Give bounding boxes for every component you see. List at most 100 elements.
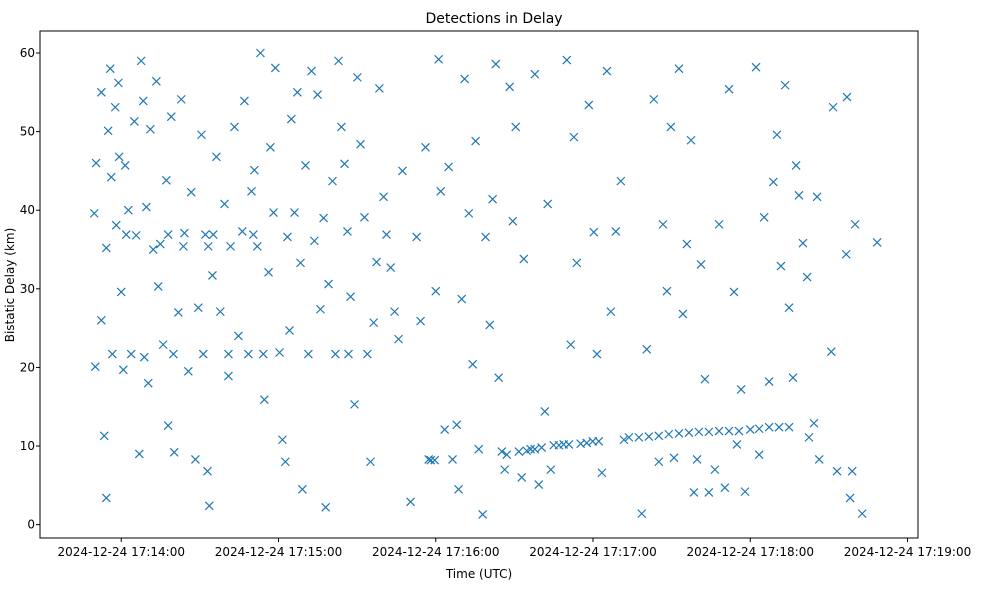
data-point xyxy=(700,374,710,384)
data-point xyxy=(362,349,372,359)
data-point xyxy=(168,349,178,359)
data-point xyxy=(113,78,123,88)
data-point xyxy=(704,487,714,497)
y-tick-label: 10 xyxy=(20,439,35,453)
data-point xyxy=(468,359,478,369)
data-point xyxy=(145,124,155,134)
data-point xyxy=(252,241,262,251)
data-point xyxy=(694,427,704,437)
data-point xyxy=(203,241,213,251)
data-point xyxy=(841,249,851,259)
data-point xyxy=(759,212,769,222)
data-point xyxy=(155,239,165,249)
data-point xyxy=(193,303,203,313)
data-point xyxy=(794,190,804,200)
data-point xyxy=(111,220,121,230)
data-point xyxy=(141,202,151,212)
data-point xyxy=(163,421,173,431)
data-point xyxy=(637,509,647,519)
plot-frame xyxy=(39,30,919,539)
data-point xyxy=(129,116,139,126)
data-point xyxy=(526,444,536,454)
data-point xyxy=(514,447,524,456)
data-point xyxy=(474,444,484,454)
data-point xyxy=(481,232,490,242)
data-point xyxy=(412,232,422,242)
data-point xyxy=(684,428,694,438)
data-point xyxy=(714,426,724,436)
y-tick-label: 30 xyxy=(20,282,35,296)
data-point xyxy=(436,186,446,196)
data-point xyxy=(114,152,124,162)
data-point xyxy=(642,344,652,354)
data-point xyxy=(366,457,375,467)
x-tick-label: 2024-12-24 17:18:00 xyxy=(687,545,814,559)
data-point xyxy=(674,429,684,438)
data-point xyxy=(732,440,742,449)
data-point xyxy=(356,139,365,149)
data-point xyxy=(488,194,498,204)
data-point xyxy=(107,349,117,359)
data-point xyxy=(183,366,193,376)
data-point xyxy=(784,303,794,313)
data-point xyxy=(809,418,819,428)
data-point xyxy=(280,457,290,467)
data-point xyxy=(540,407,550,416)
data-point xyxy=(644,432,654,442)
data-point xyxy=(313,90,322,100)
data-point xyxy=(379,192,389,202)
data-point xyxy=(91,158,101,168)
data-point xyxy=(842,92,852,102)
data-point xyxy=(649,94,659,104)
data-point xyxy=(96,87,106,97)
data-point xyxy=(720,483,730,493)
data-point xyxy=(696,260,706,269)
data-point xyxy=(224,371,233,381)
data-point xyxy=(751,62,761,72)
data-point xyxy=(828,102,838,112)
data-point xyxy=(454,484,463,494)
data-point xyxy=(275,348,284,357)
data-point xyxy=(448,454,457,464)
data-point xyxy=(336,122,346,132)
data-point xyxy=(669,453,679,463)
data-point xyxy=(421,142,430,152)
data-point xyxy=(169,447,179,457)
data-point xyxy=(452,420,462,430)
data-point xyxy=(406,497,416,507)
data-point xyxy=(602,66,612,76)
data-point xyxy=(431,286,441,296)
data-point xyxy=(208,230,218,240)
data-point xyxy=(745,425,755,434)
data-point xyxy=(282,232,292,242)
data-point xyxy=(330,349,340,359)
data-point xyxy=(270,63,280,73)
y-tick-label: 50 xyxy=(20,125,35,139)
data-point xyxy=(197,130,206,140)
data-point xyxy=(434,54,444,64)
data-point xyxy=(658,219,668,229)
data-point xyxy=(704,427,714,437)
data-point xyxy=(729,287,739,297)
data-point xyxy=(664,429,674,439)
data-point xyxy=(220,199,229,209)
x-tick-label: 2024-12-24 17:17:00 xyxy=(529,545,656,559)
data-point xyxy=(247,186,256,196)
data-point xyxy=(237,227,247,236)
data-point xyxy=(502,450,512,460)
data-point xyxy=(774,422,784,432)
data-point xyxy=(754,450,764,460)
data-point xyxy=(678,309,688,319)
data-point xyxy=(360,212,369,222)
data-point xyxy=(334,56,343,66)
data-point xyxy=(430,455,440,465)
data-point xyxy=(517,473,527,482)
data-point xyxy=(292,87,302,97)
data-point xyxy=(319,213,329,223)
data-point xyxy=(204,501,214,511)
data-point xyxy=(589,227,599,237)
data-point xyxy=(564,440,574,449)
data-point xyxy=(386,263,396,273)
y-tick-label: 60 xyxy=(20,46,35,60)
